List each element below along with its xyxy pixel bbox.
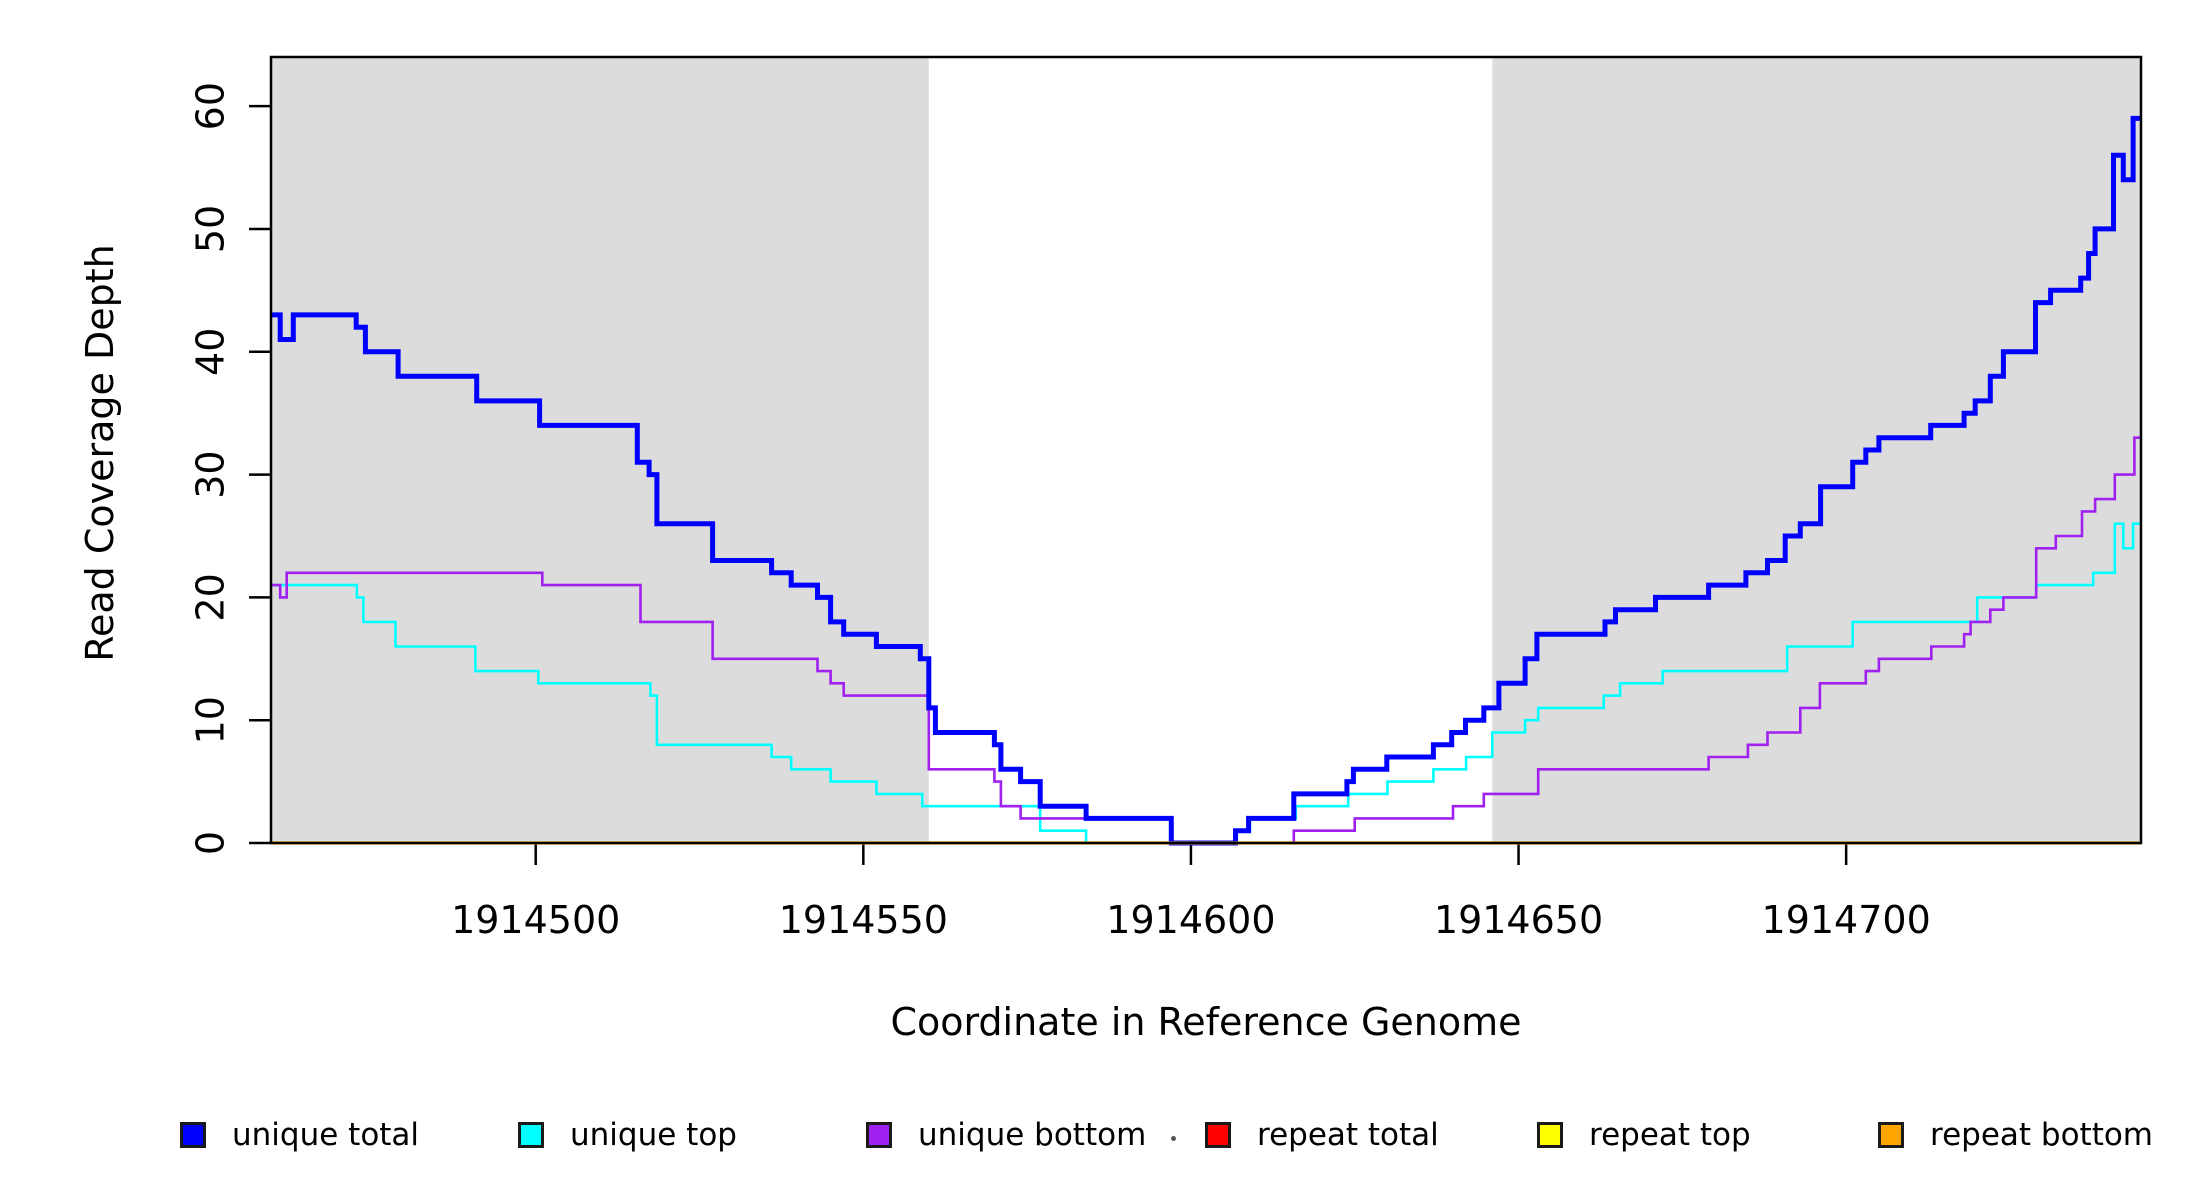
y-tick-label: 0 [189,831,233,855]
x-tick-label: 1914550 [779,898,948,942]
y-axis-title: Read Coverage Depth [78,244,122,662]
y-tick-label: 20 [189,573,233,621]
x-tick-label: 1914700 [1762,898,1931,942]
right-gray-flank [1492,57,2141,843]
y-tick-label: 40 [189,328,233,376]
x-tick-label: 1914650 [1434,898,1603,942]
series-line-unique-total [271,115,2141,846]
y-tick-label: 10 [189,696,233,744]
left-gray-flank [271,57,929,843]
stray-dot [1171,1136,1176,1141]
x-axis-title: Coordinate in Reference Genome [890,1000,1522,1044]
series-line-unique-top [271,522,2141,845]
x-tick-label: 1914500 [451,898,620,942]
plot-frame [269,55,2143,845]
x-tick-label: 1914600 [1106,898,1275,942]
series-line-unique-bottom [271,436,2141,845]
y-tick-label: 30 [189,450,233,498]
y-tick-label: 50 [189,205,233,253]
y-tick-label: 60 [189,82,233,130]
